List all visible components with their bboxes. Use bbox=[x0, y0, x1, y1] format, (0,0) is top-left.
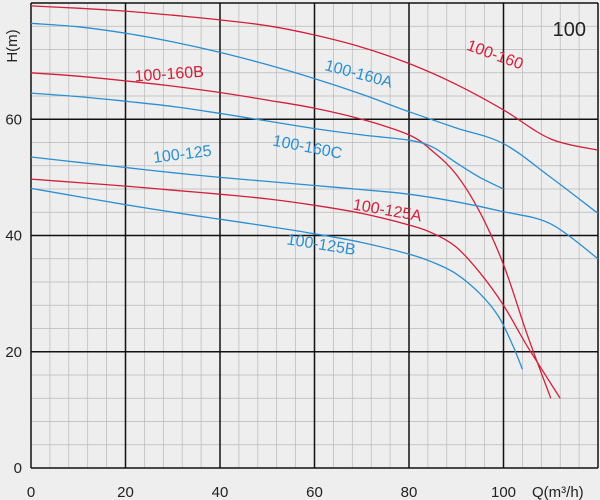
curve-100-125 bbox=[30, 156, 599, 260]
chart-title: 100 bbox=[553, 19, 586, 41]
x-tick-label: 80 bbox=[401, 484, 418, 500]
curve-label: 100-160B bbox=[134, 64, 204, 86]
curve-100-160C bbox=[30, 92, 504, 190]
curve-100-160B bbox=[30, 72, 552, 399]
pump-curves bbox=[30, 5, 599, 399]
curve-labels: 100-160100-160A100-160B100-160C100-12510… bbox=[134, 37, 525, 259]
curve-label: 100-125 bbox=[152, 143, 212, 167]
x-tick-label: 0 bbox=[27, 484, 35, 500]
curve-100-125B bbox=[30, 187, 524, 370]
y-tick-label: 40 bbox=[5, 228, 22, 245]
curve-label: 100-160C bbox=[271, 133, 343, 163]
x-tick-label: 100 bbox=[491, 484, 516, 500]
x-axis-label: Q(m³/h) bbox=[532, 484, 584, 500]
curve-label: 100-160 bbox=[464, 37, 525, 73]
x-tick-label: 60 bbox=[306, 484, 323, 500]
x-tick-label: 20 bbox=[117, 484, 134, 500]
curve-100-160 bbox=[30, 5, 599, 151]
curve-100-125A bbox=[30, 178, 561, 399]
curve-100-160A bbox=[30, 22, 599, 214]
curve-label: 100-125A bbox=[352, 197, 424, 226]
y-tick-labels: 0 20 40 60 bbox=[5, 111, 22, 477]
x-tick-label: 40 bbox=[212, 484, 229, 500]
y-tick-label: 20 bbox=[5, 344, 22, 361]
y-axis-label: H(m) bbox=[4, 29, 21, 62]
y-tick-label: 0 bbox=[14, 460, 22, 477]
x-tick-labels: 0 20 40 60 80 100 bbox=[27, 484, 516, 500]
y-tick-label: 60 bbox=[5, 111, 22, 128]
